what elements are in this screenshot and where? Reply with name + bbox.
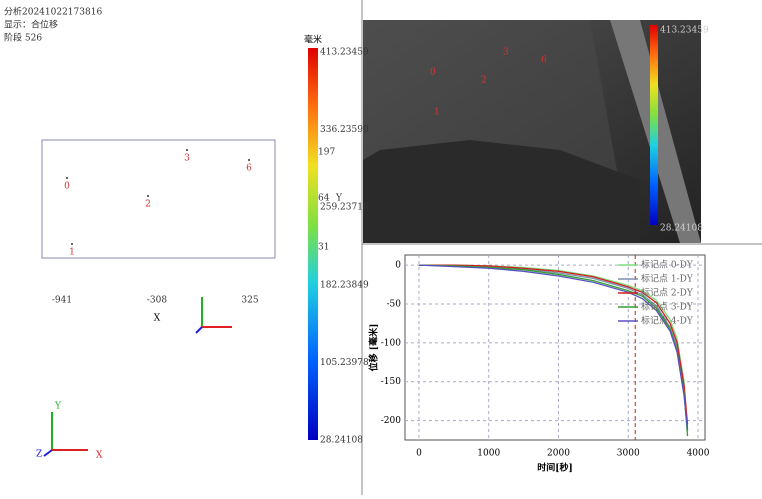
x-tick-label: 3000 [617,449,640,459]
photo-colorbar [650,25,658,225]
scene-box [41,139,276,259]
legend-label: 标记点 2-DY [641,287,694,299]
colorbar-tick: 336.23590 [320,125,369,135]
x-tick-label: 2000 [547,449,570,459]
point-label: 1 [69,248,75,258]
point-label: 0 [64,182,70,192]
triad-label: X [96,451,103,461]
colorbar-overlay: 197 [318,148,335,158]
axis-tick: 325 [241,296,258,306]
x-axis-title: 时间[秒] [537,462,573,474]
colorbar-unit: 毫米 [304,34,322,46]
colorbar-tick: 105.23978 [320,358,369,368]
triad-label: Z [36,450,42,460]
legend-label: 标记点 3-DY [641,301,694,313]
photo-rock [363,140,640,243]
photo-point: 0 [430,68,436,78]
photo-point: 1 [434,108,440,118]
photo-cb-label: 28.24108 [660,224,703,234]
colorbar-overlay: Y [335,194,343,204]
photo-point: 2 [481,76,487,86]
triad-label: Y [54,402,62,412]
point-dot [71,243,73,245]
axis-label: X [154,314,161,324]
header-line: 显示：合位移 [4,19,58,31]
photo-point: 3 [503,48,509,58]
y-tick-label: -200 [381,416,401,426]
series-line [418,264,689,425]
photo-cb-label: 413.23459 [660,26,709,36]
point-dot [147,195,149,197]
colorbar-overlay: 31 [318,243,329,253]
point-label: 2 [145,200,151,210]
colorbar [308,48,318,440]
x-tick-label: 0 [416,449,422,459]
x-tick-label: 1000 [477,449,500,459]
triad [43,297,232,457]
axis-tick: -308 [147,296,167,306]
y-tick-label: 0 [395,261,401,271]
header-line: 阶段 526 [4,32,42,44]
header-line: 分析20241022173816 [4,6,102,18]
plot-area [404,254,706,441]
colorbar-tick: 28.24108 [320,436,363,446]
y-axis-title: 位移 [毫米] [368,324,380,372]
point-dot [66,177,68,179]
legend-label: 标记点 1-DY [641,273,694,285]
colorbar-tick: 259.23718 [320,203,369,213]
legend-label: 标记点 0-DY [641,259,694,271]
point-dot [248,159,250,161]
y-tick-label: -150 [381,377,401,387]
colorbar-tick: 182.23849 [320,280,369,290]
x-tick-label: 4000 [687,449,710,459]
photo-point: 6 [541,56,547,66]
colorbar-tick: 413.23459 [320,48,369,58]
axis-tick: -941 [52,296,72,306]
point-dot [186,149,188,151]
legend-label: 标记点 4-DY [641,315,694,327]
colorbar-overlay: 64 [318,194,330,204]
y-tick-label: -100 [381,338,401,348]
point-label: 6 [246,164,252,174]
y-tick-label: -50 [387,299,402,309]
point-label: 3 [184,154,190,164]
